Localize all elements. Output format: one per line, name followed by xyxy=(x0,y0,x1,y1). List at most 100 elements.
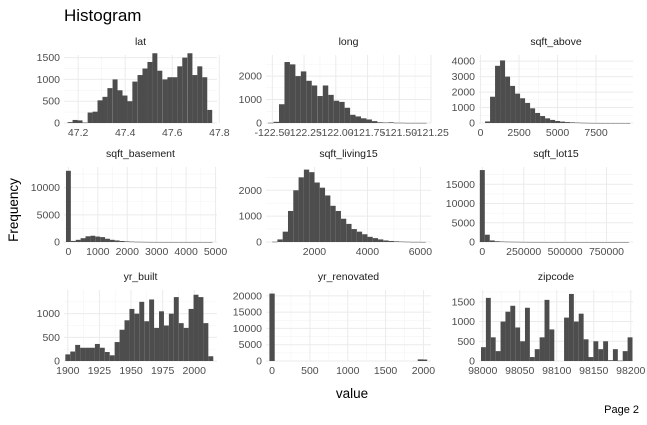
histogram-bar xyxy=(306,80,312,123)
x-tick-label: 3000 xyxy=(145,246,169,258)
histogram-bar xyxy=(134,241,140,243)
x-tick-label: 1975 xyxy=(151,365,175,377)
histogram-bar xyxy=(303,169,310,242)
y-tick-label: 1000 xyxy=(37,74,61,86)
histogram-bar xyxy=(90,235,96,242)
histogram-bar xyxy=(65,354,71,361)
x-tick-label: 1925 xyxy=(88,365,112,377)
y-tick-label: 1000 xyxy=(37,308,61,320)
histogram-bar xyxy=(328,94,334,123)
x-tick-label: 7500 xyxy=(584,127,608,139)
histogram-bar xyxy=(500,321,506,361)
histogram-bar xyxy=(122,95,128,123)
histogram-bar xyxy=(585,122,591,124)
histogram-bar xyxy=(114,342,120,361)
histogram-bar xyxy=(505,311,511,361)
histogram-bar xyxy=(382,122,389,124)
y-tick-label: 0 xyxy=(256,118,262,130)
facet-strip-label: sqft_lot15 xyxy=(533,148,579,160)
histogram-bar xyxy=(495,351,501,361)
x-tick-label: 2000 xyxy=(116,246,140,258)
histogram-bar xyxy=(197,241,203,243)
histogram-bar xyxy=(92,111,98,123)
y-tick-label: 0 xyxy=(469,356,475,368)
histogram-bar xyxy=(65,170,71,242)
y-tick-label: 0 xyxy=(256,237,262,249)
histogram-bar xyxy=(102,96,108,123)
histogram-bar xyxy=(350,114,356,123)
histogram-bar xyxy=(554,241,560,243)
x-tick-label: 47.2 xyxy=(68,127,89,139)
histogram-bar xyxy=(75,239,81,242)
histogram-bar xyxy=(97,100,103,123)
y-tick-label: 15000 xyxy=(446,179,475,191)
y-tick-label: 2000 xyxy=(452,87,476,99)
histogram-bar xyxy=(178,241,184,243)
y-tick-label: 0 xyxy=(469,118,475,130)
facet-panel-zipcode: zipcode 98000 98050 98100 98150 98200 0 500 1000… xyxy=(452,271,646,377)
histogram-bar xyxy=(372,238,379,242)
x-tick-label: 47.4 xyxy=(115,127,136,139)
histogram-bar xyxy=(72,119,78,123)
x-tick-label: 500000 xyxy=(548,246,583,258)
x-tick-label: 0 xyxy=(478,127,484,139)
histogram-bar xyxy=(80,238,86,242)
histogram-bar xyxy=(314,182,320,242)
histogram-bar xyxy=(114,240,120,242)
histogram-bar xyxy=(509,241,515,243)
histogram-bar xyxy=(355,116,362,123)
histogram-bar xyxy=(182,57,188,124)
histogram-bar xyxy=(109,239,115,242)
histogram-bar xyxy=(167,77,173,123)
histogram-bar xyxy=(610,122,616,124)
facet-panel-long: long -122.50-122.25-122.00-121.75-121.50-… xyxy=(239,36,449,139)
histogram-bar xyxy=(519,241,525,243)
histogram-bar xyxy=(177,66,183,123)
histogram-bar xyxy=(539,241,545,243)
histogram-bar xyxy=(75,344,81,361)
histogram-bar xyxy=(277,239,283,242)
histogram-bar xyxy=(627,337,633,361)
y-tick-label: 2000 xyxy=(239,71,263,83)
histogram-bar xyxy=(366,119,372,123)
histogram-bar xyxy=(378,239,384,242)
histogram-bar xyxy=(535,112,541,123)
histogram-bar xyxy=(564,317,569,361)
x-tick-label: -121.75 xyxy=(350,127,386,139)
histogram-bar xyxy=(383,240,389,242)
histogram-bar xyxy=(495,65,501,123)
histogram-bar xyxy=(187,53,193,124)
x-tick-label: 1950 xyxy=(119,365,143,377)
histogram-bar xyxy=(129,241,135,243)
histogram-bar xyxy=(539,337,545,361)
histogram-bar xyxy=(484,234,490,242)
y-tick-label: 15000 xyxy=(233,307,262,319)
histogram-bar xyxy=(317,96,323,123)
histogram-bar xyxy=(404,241,410,243)
histogram-bar xyxy=(192,75,198,123)
x-tick-label: 0 xyxy=(65,246,71,258)
histogram-bar xyxy=(510,85,516,123)
histogram-bar xyxy=(183,327,189,361)
histogram-bar xyxy=(615,122,621,124)
histogram-bar xyxy=(568,293,574,361)
histogram-bar xyxy=(595,122,601,124)
histogram-bar xyxy=(289,64,296,123)
histogram-bar xyxy=(311,85,318,123)
histogram-bar xyxy=(154,327,160,361)
histogram-bar xyxy=(388,122,394,123)
x-tick-label: -121.50 xyxy=(381,127,417,139)
histogram-bar xyxy=(147,61,153,123)
histogram-bar xyxy=(183,241,189,243)
histogram-bar xyxy=(119,241,125,242)
histogram-bar xyxy=(515,93,521,123)
histogram-bar xyxy=(608,360,613,361)
x-tick-label: 1900 xyxy=(56,365,80,377)
histogram-bar xyxy=(420,241,426,243)
histogram-bar xyxy=(279,104,285,123)
x-axis-label: value xyxy=(336,386,368,401)
y-tick-label: 0 xyxy=(54,118,60,130)
x-tick-label: 0 xyxy=(479,246,485,258)
histogram-bar xyxy=(99,347,105,361)
